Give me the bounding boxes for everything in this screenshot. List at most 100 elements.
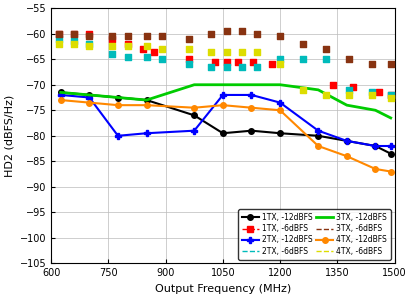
4TX, -6dBFS: [277, 62, 283, 67]
4TX, -6dBFS: [254, 49, 261, 54]
4TX, -6dBFS: [185, 46, 192, 51]
3TX, -12dBFS: [87, 93, 92, 97]
4TX, -12dBFS: [87, 101, 92, 104]
Line: 3TX, -12dBFS: 3TX, -12dBFS: [61, 85, 391, 118]
2TX, -6dBFS: [300, 57, 306, 62]
Y-axis label: HD2 (dBFS/Hz): HD2 (dBFS/Hz): [4, 95, 14, 177]
3TX, -6dBFS: [71, 31, 77, 36]
4TX, -12dBFS: [220, 103, 225, 107]
4TX, -6dBFS: [239, 49, 245, 54]
3TX, -12dBFS: [192, 83, 197, 86]
1TX, -6dBFS: [388, 93, 394, 97]
3TX, -6dBFS: [55, 31, 62, 36]
4TX, -12dBFS: [373, 167, 378, 171]
2TX, -12dBFS: [115, 134, 120, 138]
1TX, -6dBFS: [185, 57, 192, 62]
3TX, -6dBFS: [277, 34, 283, 39]
3TX, -12dBFS: [316, 88, 321, 91]
Line: 2TX, -12dBFS: 2TX, -12dBFS: [58, 92, 393, 149]
3TX, -6dBFS: [300, 41, 306, 46]
1TX, -6dBFS: [212, 59, 219, 64]
2TX, -6dBFS: [143, 54, 150, 59]
4TX, -12dBFS: [192, 106, 197, 109]
1TX, -6dBFS: [376, 90, 383, 95]
4TX, -6dBFS: [86, 44, 92, 49]
Line: 1TX, -12dBFS: 1TX, -12dBFS: [58, 90, 393, 156]
X-axis label: Output Frequency (MHz): Output Frequency (MHz): [155, 284, 291, 294]
1TX, -6dBFS: [250, 59, 256, 64]
2TX, -12dBFS: [144, 131, 149, 135]
2TX, -12dBFS: [388, 144, 393, 148]
3TX, -12dBFS: [58, 91, 63, 94]
3TX, -12dBFS: [277, 83, 282, 86]
2TX, -6dBFS: [224, 64, 230, 69]
4TX, -12dBFS: [344, 154, 349, 158]
2TX, -6dBFS: [71, 39, 77, 44]
2TX, -6dBFS: [208, 64, 215, 69]
2TX, -12dBFS: [277, 101, 282, 104]
2TX, -12dBFS: [373, 144, 378, 148]
3TX, -12dBFS: [115, 96, 120, 99]
1TX, -12dBFS: [388, 152, 393, 156]
3TX, -6dBFS: [124, 34, 131, 39]
1TX, -6dBFS: [151, 49, 157, 54]
1TX, -12dBFS: [192, 114, 197, 117]
2TX, -6dBFS: [368, 90, 375, 95]
1TX, -6dBFS: [349, 85, 356, 90]
3TX, -6dBFS: [224, 29, 230, 33]
4TX, -6dBFS: [55, 41, 62, 46]
4TX, -12dBFS: [144, 103, 149, 107]
4TX, -12dBFS: [316, 144, 321, 148]
4TX, -6dBFS: [143, 44, 150, 49]
1TX, -12dBFS: [316, 134, 321, 138]
3TX, -6dBFS: [368, 62, 375, 67]
1TX, -6dBFS: [269, 62, 276, 67]
3TX, -6dBFS: [254, 31, 261, 36]
2TX, -12dBFS: [316, 129, 321, 133]
Legend: 1TX, -12dBFS, 1TX, -6dBFS, 2TX, -12dBFS, 2TX, -6dBFS, 3TX, -12dBFS, 3TX, -6dBFS,: 1TX, -12dBFS, 1TX, -6dBFS, 2TX, -12dBFS,…: [238, 209, 391, 260]
4TX, -6dBFS: [388, 95, 394, 100]
1TX, -6dBFS: [224, 59, 230, 64]
2TX, -6dBFS: [55, 36, 62, 41]
3TX, -6dBFS: [346, 57, 352, 62]
2TX, -6dBFS: [159, 57, 165, 62]
1TX, -12dBFS: [58, 91, 63, 94]
Line: 4TX, -12dBFS: 4TX, -12dBFS: [58, 97, 393, 174]
2TX, -12dBFS: [87, 96, 92, 99]
3TX, -12dBFS: [344, 103, 349, 107]
1TX, -12dBFS: [249, 129, 254, 133]
1TX, -6dBFS: [330, 82, 337, 87]
1TX, -12dBFS: [144, 98, 149, 102]
4TX, -12dBFS: [277, 108, 282, 112]
1TX, -12dBFS: [277, 131, 282, 135]
4TX, -12dBFS: [115, 103, 120, 107]
4TX, -6dBFS: [368, 93, 375, 97]
4TX, -6dBFS: [346, 93, 352, 97]
1TX, -6dBFS: [109, 36, 115, 41]
2TX, -12dBFS: [344, 139, 349, 143]
1TX, -12dBFS: [115, 96, 120, 99]
3TX, -6dBFS: [143, 34, 150, 39]
4TX, -12dBFS: [58, 98, 63, 102]
4TX, -12dBFS: [249, 106, 254, 109]
4TX, -6dBFS: [124, 44, 131, 49]
3TX, -6dBFS: [323, 46, 329, 51]
2TX, -12dBFS: [58, 93, 63, 97]
2TX, -12dBFS: [249, 93, 254, 97]
2TX, -6dBFS: [346, 87, 352, 92]
3TX, -12dBFS: [144, 98, 149, 102]
4TX, -6dBFS: [224, 49, 230, 54]
1TX, -6dBFS: [235, 59, 241, 64]
2TX, -6dBFS: [109, 52, 115, 57]
1TX, -6dBFS: [86, 31, 92, 36]
1TX, -12dBFS: [344, 139, 349, 143]
3TX, -6dBFS: [239, 29, 245, 33]
2TX, -6dBFS: [239, 64, 245, 69]
2TX, -6dBFS: [124, 54, 131, 59]
2TX, -6dBFS: [323, 57, 329, 62]
1TX, -6dBFS: [55, 31, 62, 36]
3TX, -6dBFS: [86, 34, 92, 39]
3TX, -12dBFS: [220, 83, 225, 86]
2TX, -6dBFS: [277, 57, 283, 62]
1TX, -6dBFS: [71, 31, 77, 36]
